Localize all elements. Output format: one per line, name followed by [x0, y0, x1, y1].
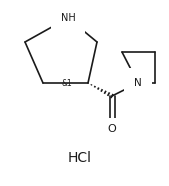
Text: O: O [108, 124, 116, 134]
Text: HCl: HCl [68, 151, 92, 165]
Text: N: N [134, 78, 142, 88]
Text: &1: &1 [61, 79, 72, 89]
Text: NH: NH [61, 13, 75, 23]
